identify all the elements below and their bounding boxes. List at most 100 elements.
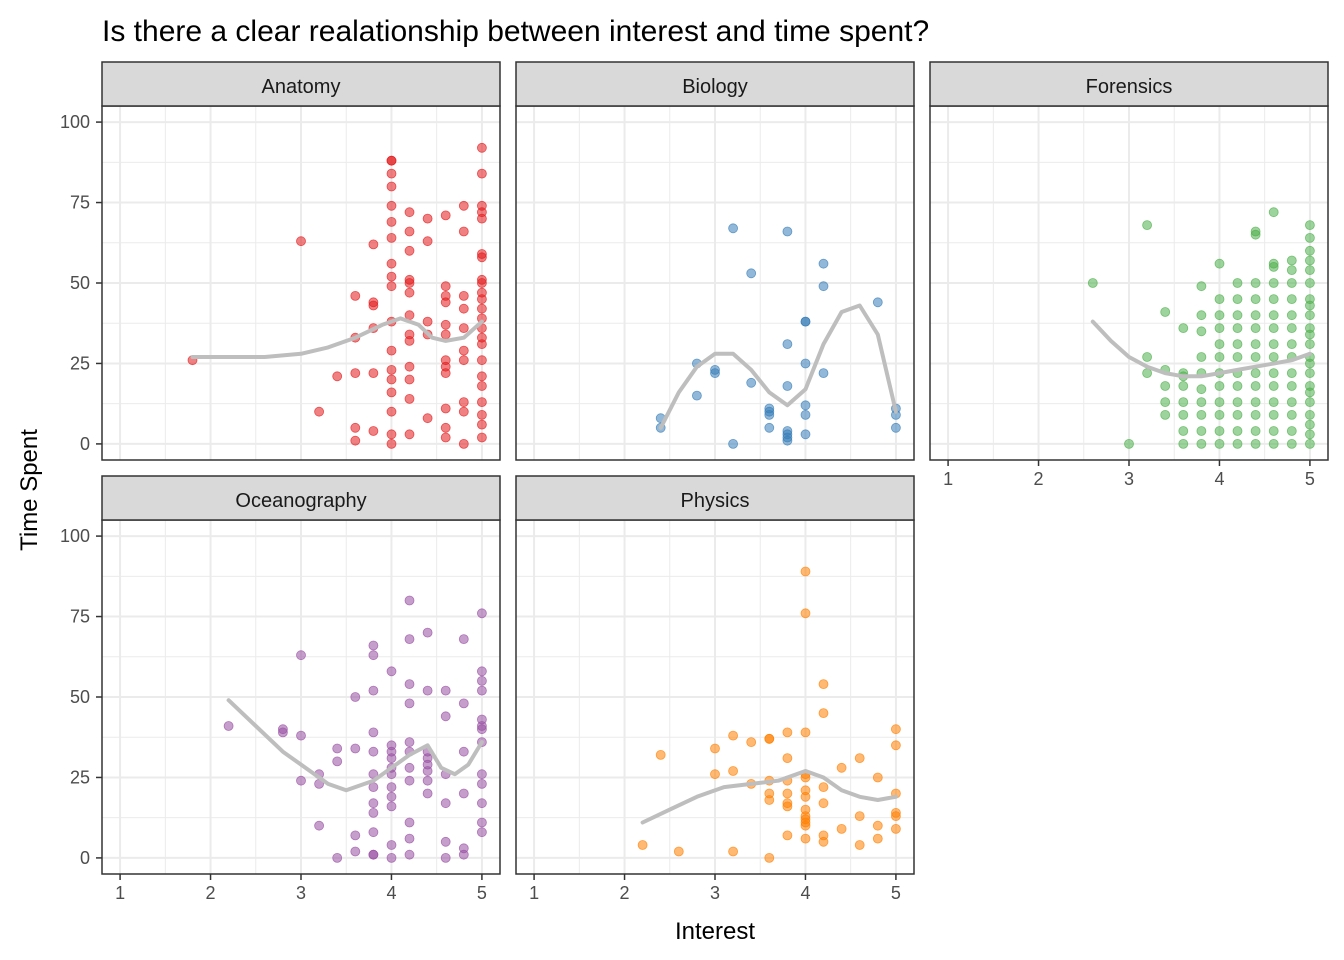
data-point: [476, 200, 487, 211]
data-point: [404, 737, 415, 747]
data-point: [1268, 258, 1279, 269]
data-point: [476, 798, 487, 809]
data-point: [350, 743, 361, 754]
data-point: [764, 733, 775, 744]
data-point: [386, 666, 397, 677]
data-point: [1286, 278, 1297, 288]
data-point: [1305, 232, 1315, 243]
data-point: [891, 808, 901, 818]
data-point: [476, 666, 487, 677]
data-point: [891, 740, 901, 751]
data-point: [440, 210, 451, 221]
data-point: [818, 708, 829, 718]
smooth-trend-line: [190, 316, 484, 359]
data-point: [458, 290, 469, 301]
data-point: [1142, 220, 1152, 231]
data-point: [404, 393, 415, 404]
x-tick-label: 1: [943, 469, 953, 489]
facet-strip-label: Forensics: [1086, 76, 1173, 98]
data-point: [1286, 397, 1297, 408]
data-point: [386, 387, 397, 398]
data-point: [637, 840, 648, 850]
data-point: [854, 811, 865, 821]
data-point: [728, 438, 738, 449]
data-point: [782, 426, 793, 436]
data-point: [1214, 339, 1225, 350]
data-point: [800, 429, 811, 440]
data-point: [1250, 397, 1261, 408]
data-point: [872, 833, 883, 844]
data-point: [440, 319, 451, 330]
data-point: [386, 364, 397, 375]
data-point: [476, 769, 487, 780]
data-point: [1178, 438, 1189, 449]
data-point: [1286, 381, 1297, 391]
data-point: [1232, 409, 1243, 420]
data-point: [386, 782, 397, 792]
data-point: [1268, 426, 1279, 436]
data-point: [296, 650, 306, 661]
data-point: [1214, 258, 1225, 269]
data-point: [404, 775, 415, 786]
data-point: [368, 650, 379, 661]
data-point: [458, 200, 469, 211]
data-point: [1305, 294, 1315, 305]
facet-strip-label: Physics: [681, 490, 750, 512]
data-point: [1250, 381, 1261, 391]
facet-strip: [101, 475, 501, 521]
data-point: [1160, 397, 1171, 408]
data-point: [1305, 310, 1315, 321]
data-point: [458, 438, 469, 449]
data-point: [836, 824, 847, 834]
data-point: [404, 595, 415, 606]
data-point: [458, 355, 469, 366]
data-point: [1196, 352, 1207, 362]
smooth-trend-line: [226, 698, 484, 793]
x-tick-label: 3: [710, 883, 720, 903]
data-point: [1196, 409, 1207, 420]
data-point: [1087, 278, 1098, 288]
data-point: [1286, 265, 1297, 276]
x-tick-label: 1: [115, 883, 125, 903]
data-point: [746, 268, 757, 279]
data-point: [476, 274, 487, 285]
facet-panel-anatomy: Anatomy 0 25 50 75 100: [60, 61, 501, 461]
data-point: [458, 345, 469, 356]
facet-panel-physics: Physics 1 2 3 4 5: [515, 475, 915, 903]
data-point: [1268, 310, 1279, 321]
x-tick-label: 3: [1124, 469, 1134, 489]
data-point: [476, 397, 487, 408]
data-point: [404, 226, 415, 237]
facet-strip: [515, 61, 915, 107]
data-point: [1286, 310, 1297, 321]
data-point: [368, 798, 379, 809]
data-point: [440, 329, 451, 340]
data-point: [710, 364, 720, 375]
data-point: [1250, 323, 1261, 334]
data-point: [673, 846, 684, 857]
x-tick-label: 2: [1034, 469, 1044, 489]
data-point: [800, 785, 811, 796]
data-point: [710, 743, 720, 754]
data-point: [1250, 368, 1261, 379]
data-point: [1286, 294, 1297, 305]
data-point: [818, 258, 829, 269]
data-point: [1214, 438, 1225, 449]
data-point: [422, 213, 433, 224]
data-point: [440, 685, 451, 696]
data-point: [440, 798, 451, 809]
data-point: [836, 762, 847, 773]
data-point: [476, 409, 487, 420]
data-point: [1214, 310, 1225, 321]
data-point: [1305, 339, 1315, 350]
data-point: [386, 200, 397, 211]
data-point: [1142, 352, 1152, 362]
data-point: [1305, 323, 1315, 334]
data-point: [800, 727, 811, 738]
data-point: [476, 714, 487, 725]
data-point: [1268, 381, 1279, 391]
x-tick-label: 5: [1305, 469, 1315, 489]
data-point: [872, 772, 883, 783]
data-point: [764, 853, 775, 863]
data-point: [1142, 368, 1152, 379]
